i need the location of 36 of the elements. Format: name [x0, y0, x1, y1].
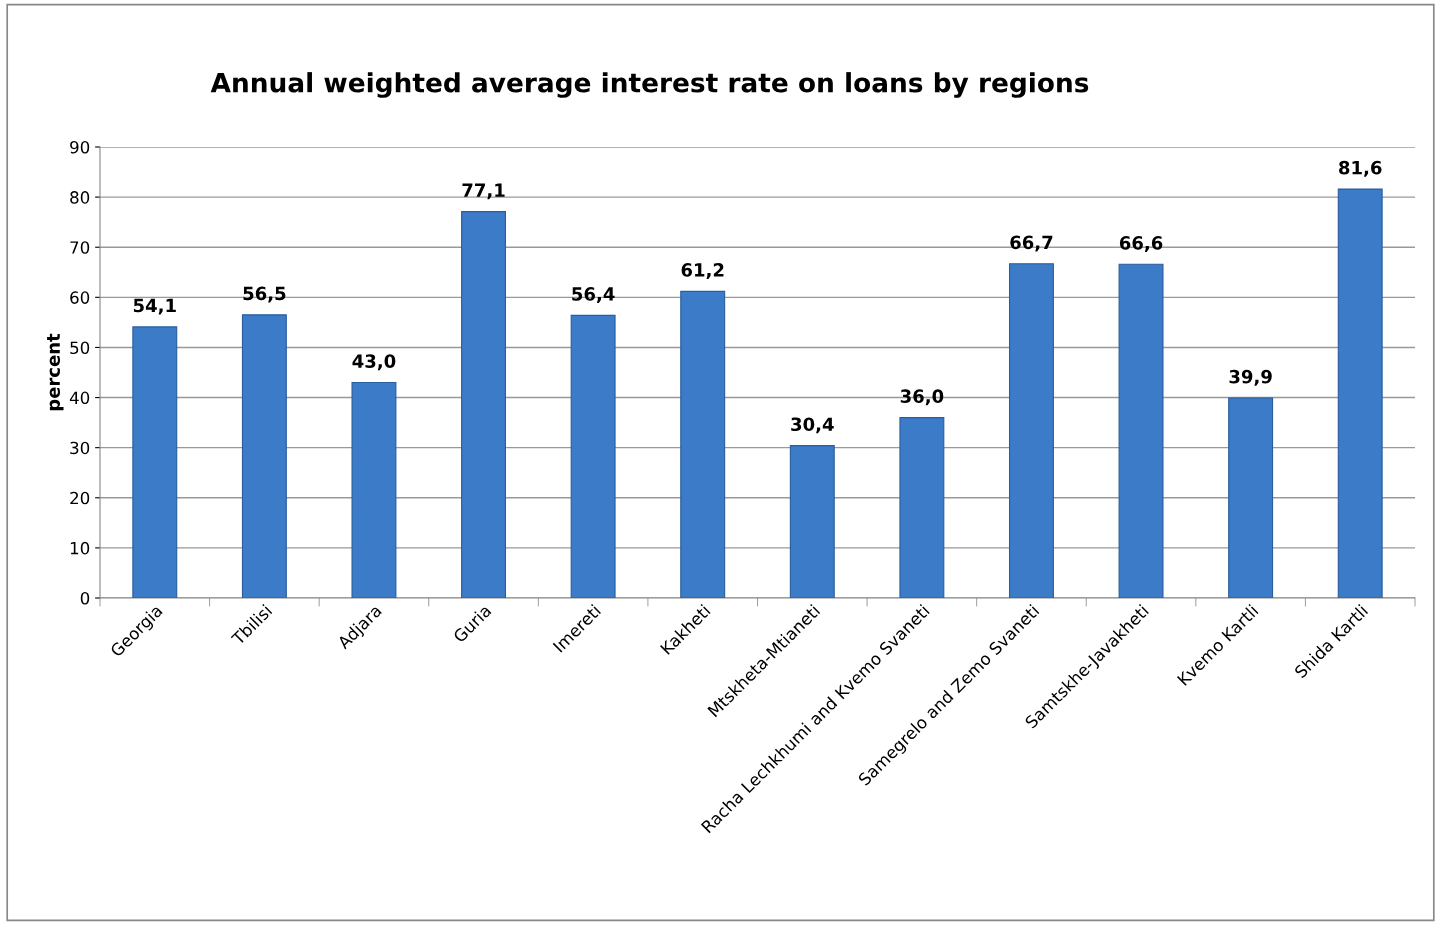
data-label: 39,9: [1229, 369, 1272, 386]
bar: [1118, 263, 1164, 598]
data-label: 30,4: [791, 417, 834, 434]
bar: [351, 381, 397, 598]
data-label: 66,6: [1119, 236, 1163, 252]
data-label: 43,0: [352, 354, 396, 371]
y-tick-label: 80: [70, 191, 90, 204]
y-tick-label: 0: [80, 591, 90, 605]
data-label: 81,6: [1339, 160, 1382, 177]
bar: [132, 326, 178, 598]
data-label: 66,7: [1010, 235, 1053, 252]
bar: [1337, 188, 1383, 598]
y-tick-label: 20: [70, 491, 90, 505]
data-label: 56,5: [243, 286, 286, 303]
y-tick-label: 60: [70, 291, 90, 304]
y-axis-title: percent: [47, 333, 64, 411]
data-label: 54,1: [133, 298, 176, 315]
data-label: 77,1: [462, 183, 505, 200]
bar: [570, 314, 616, 598]
bar: [899, 417, 945, 598]
bar: [1008, 263, 1054, 598]
bar: [789, 445, 835, 598]
y-tick-label: 40: [69, 391, 90, 405]
chart-title: Annual weighted average interest rate on loans by regions: [210, 72, 1089, 98]
y-tick-label: 90: [70, 140, 90, 154]
data-label: 36,0: [900, 389, 944, 406]
y-tick-label: 50: [70, 341, 90, 355]
y-tick-label: 30: [70, 441, 90, 455]
y-tick-label: 70: [70, 241, 90, 254]
bar: [1228, 397, 1274, 598]
data-label: 61,2: [681, 263, 724, 280]
bar: [680, 290, 726, 598]
bar: [461, 211, 507, 598]
data-label: 56,4: [572, 287, 615, 304]
bar: [241, 314, 287, 598]
y-tick-label: 10: [70, 541, 90, 555]
